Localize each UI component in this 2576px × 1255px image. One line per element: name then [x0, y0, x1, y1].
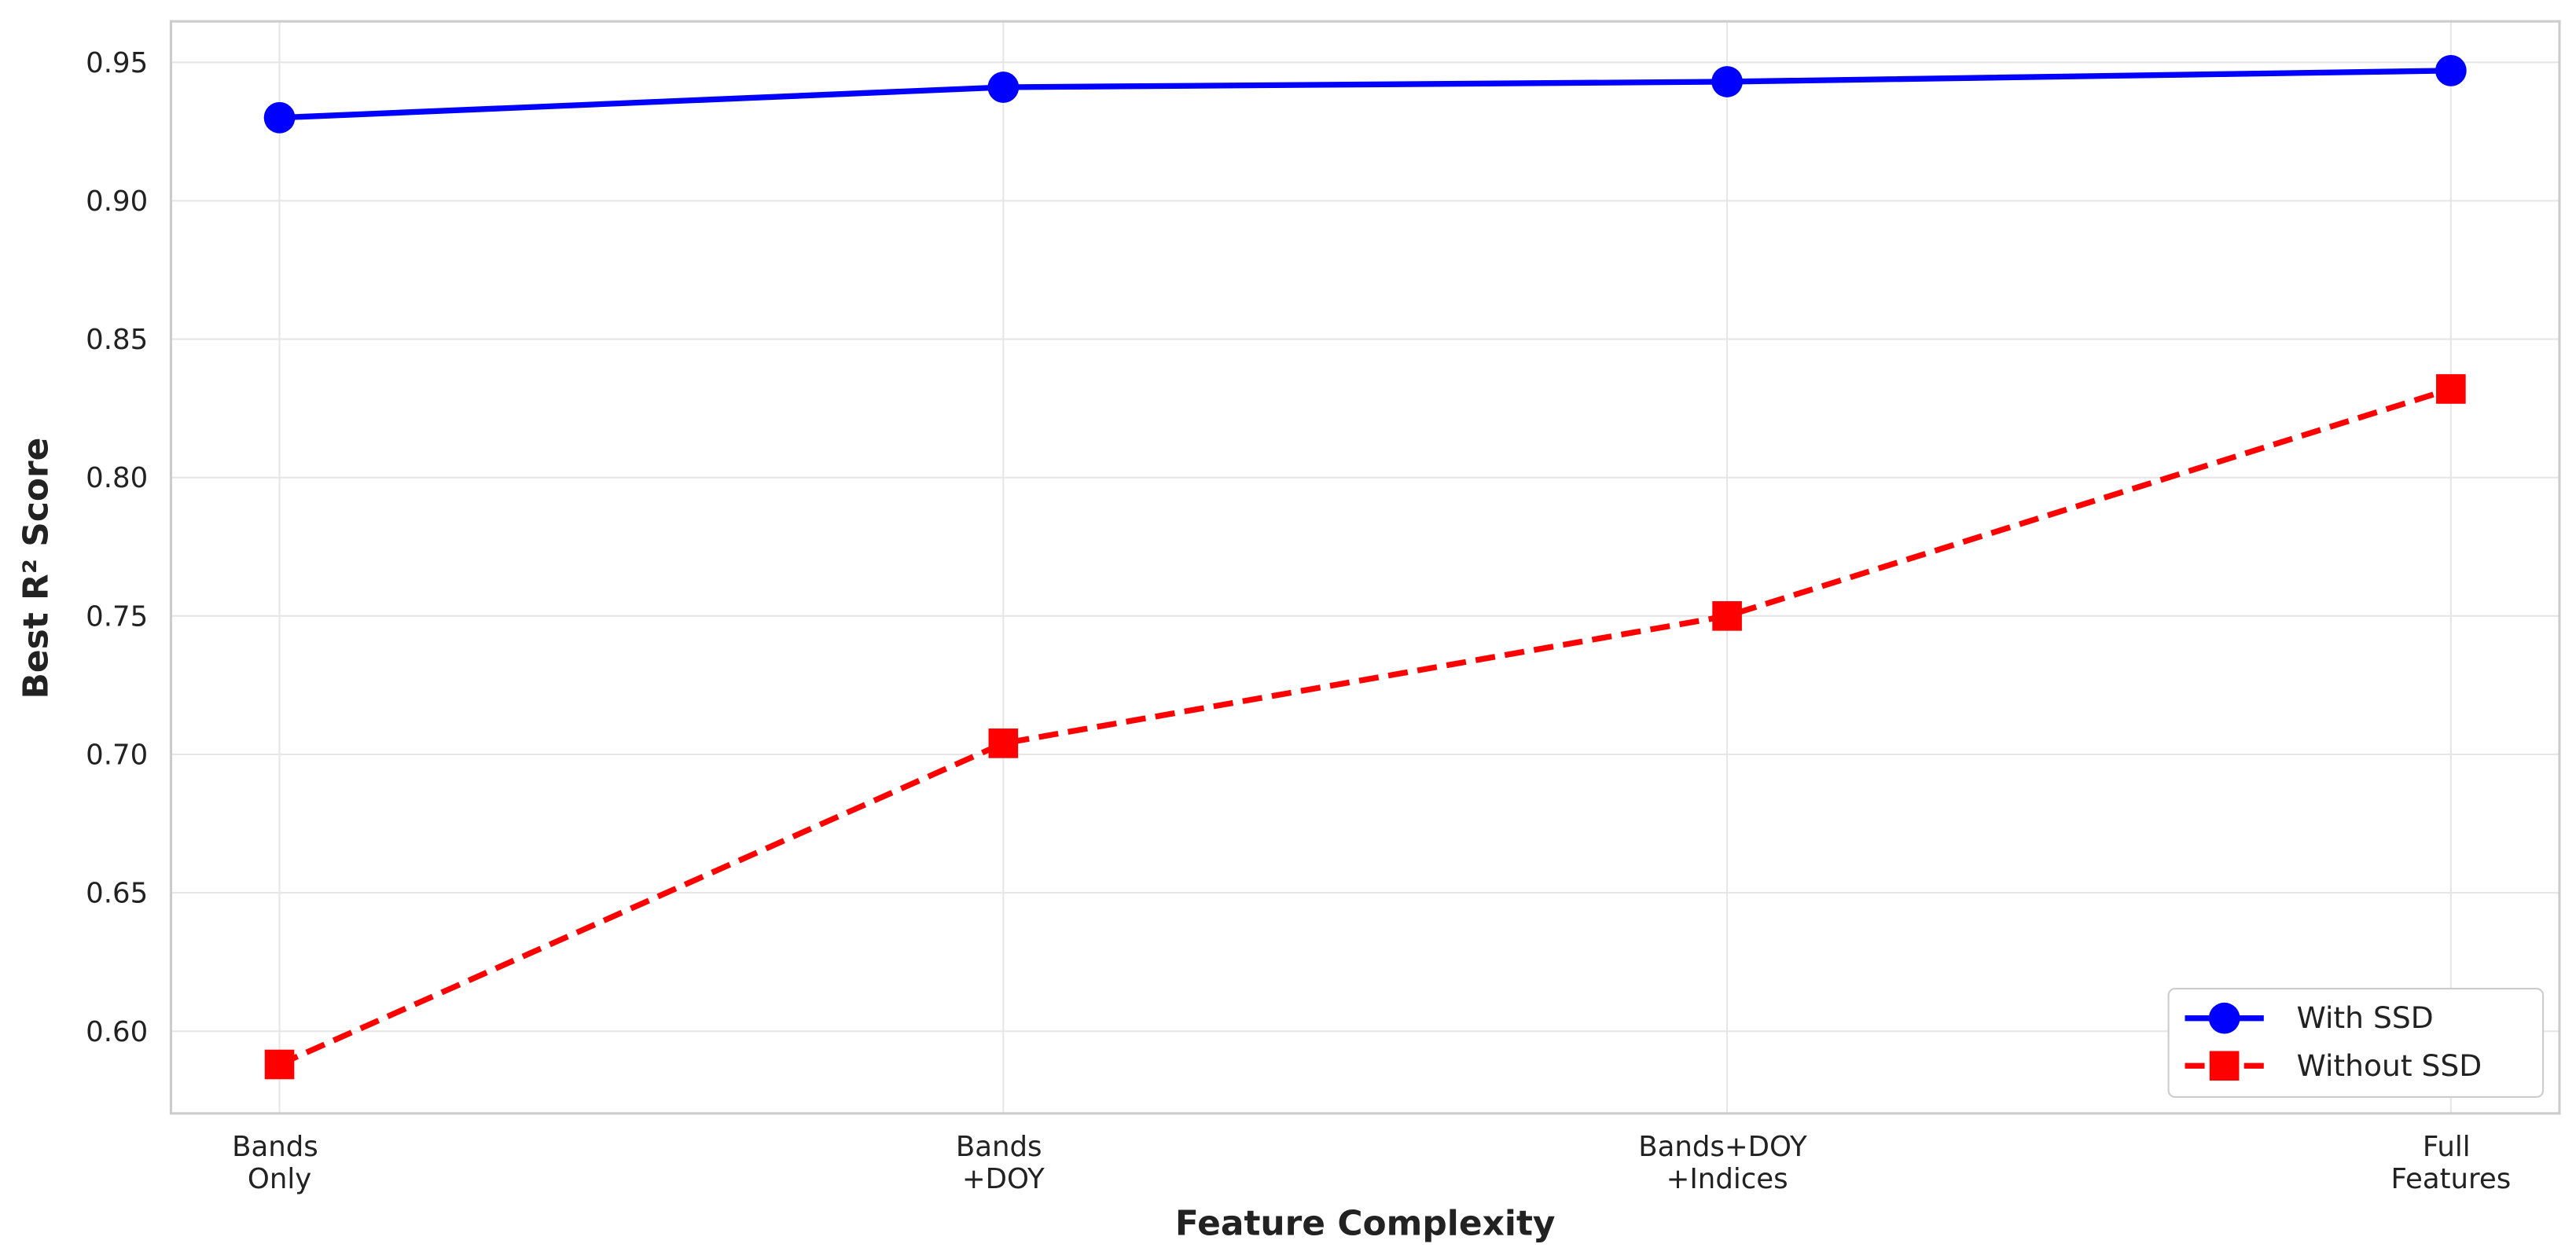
x-tick-label: Bands Only — [232, 1131, 327, 1195]
y-tick-label: 0.65 — [86, 878, 148, 910]
data-point — [2435, 55, 2467, 86]
legend-label: Without SSD — [2297, 1048, 2482, 1083]
x-axis-label: Feature Complexity — [1175, 1204, 1556, 1244]
series-line — [278, 386, 2452, 1067]
y-axis-label: Best R² Score — [17, 438, 57, 699]
legend-marker — [2209, 1051, 2240, 1081]
x-tick-label: Bands +DOY — [956, 1131, 1051, 1195]
y-tick-label: 0.95 — [86, 47, 148, 79]
y-tick-label: 0.85 — [86, 324, 148, 356]
series-line — [279, 68, 2451, 121]
y-tick-label: 0.75 — [86, 600, 148, 633]
data-point — [264, 1049, 295, 1080]
data-point — [987, 72, 1020, 103]
data-point — [1712, 601, 1742, 631]
y-tick-label: 0.70 — [86, 739, 148, 772]
data-point — [2436, 374, 2466, 404]
legend: With SSD Without SSD — [2167, 987, 2545, 1099]
y-tick-label: 0.60 — [86, 1016, 148, 1048]
y-tick-label: 0.80 — [86, 462, 148, 494]
y-tick-label: 0.90 — [86, 185, 148, 218]
x-tick-label: Bands+DOY +Indices — [1638, 1131, 1816, 1195]
x-tick-label: Full Features — [2391, 1131, 2512, 1195]
data-point — [1711, 66, 1743, 97]
plot-frame — [169, 20, 2561, 1115]
legend-label: With SSD — [2297, 1000, 2434, 1035]
legend-marker — [2208, 1002, 2240, 1034]
data-point — [263, 101, 296, 134]
data-point — [988, 728, 1019, 758]
